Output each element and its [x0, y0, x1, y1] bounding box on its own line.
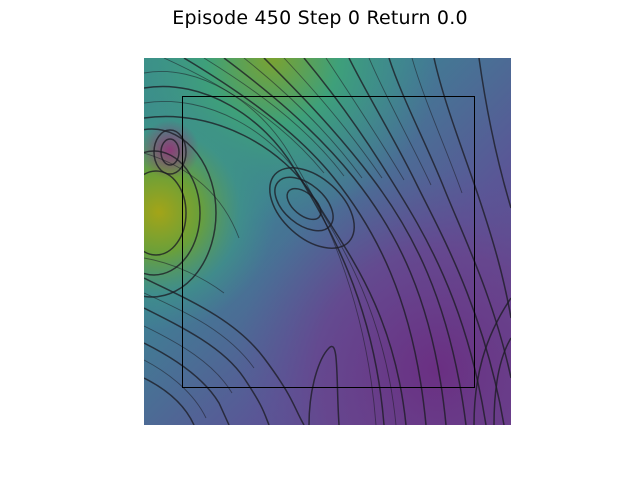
contour-line [163, 58, 325, 174]
contour-line [203, 58, 345, 177]
contour-line [144, 325, 233, 394]
contour-lines [144, 58, 511, 425]
contour-ring [144, 170, 187, 256]
contour-line [303, 58, 487, 425]
figure-title: Episode 450 Step 0 Return 0.0 [172, 7, 468, 29]
contour-line [388, 58, 511, 379]
contour-line [283, 58, 383, 179]
contour-ring [144, 150, 201, 276]
contour-line [433, 58, 511, 319]
contour-line [144, 71, 377, 425]
contour-line [144, 307, 270, 425]
contour-lines-dense [144, 58, 463, 425]
contour-line [473, 297, 511, 425]
contour-line [144, 359, 207, 419]
contour-line [144, 342, 230, 425]
value-heatmap [144, 58, 511, 425]
contour-line [223, 58, 447, 425]
heatmap-low-spot [144, 58, 511, 425]
contour-line [493, 337, 511, 425]
contour-line [263, 58, 467, 425]
contour-line [243, 58, 363, 179]
contour-line [144, 377, 195, 425]
contour-line [144, 277, 305, 425]
contour-line [144, 101, 397, 425]
contour-line [183, 58, 427, 425]
contour-line [478, 58, 511, 209]
contour-line [144, 152, 240, 239]
contour-line [144, 257, 225, 294]
contour-line [368, 58, 432, 186]
contour-ring [153, 129, 187, 175]
contour-ring [269, 167, 355, 249]
contour-line [411, 58, 463, 194]
contour-line [325, 58, 405, 181]
contour-line [348, 58, 505, 425]
contour-line [144, 292, 255, 369]
